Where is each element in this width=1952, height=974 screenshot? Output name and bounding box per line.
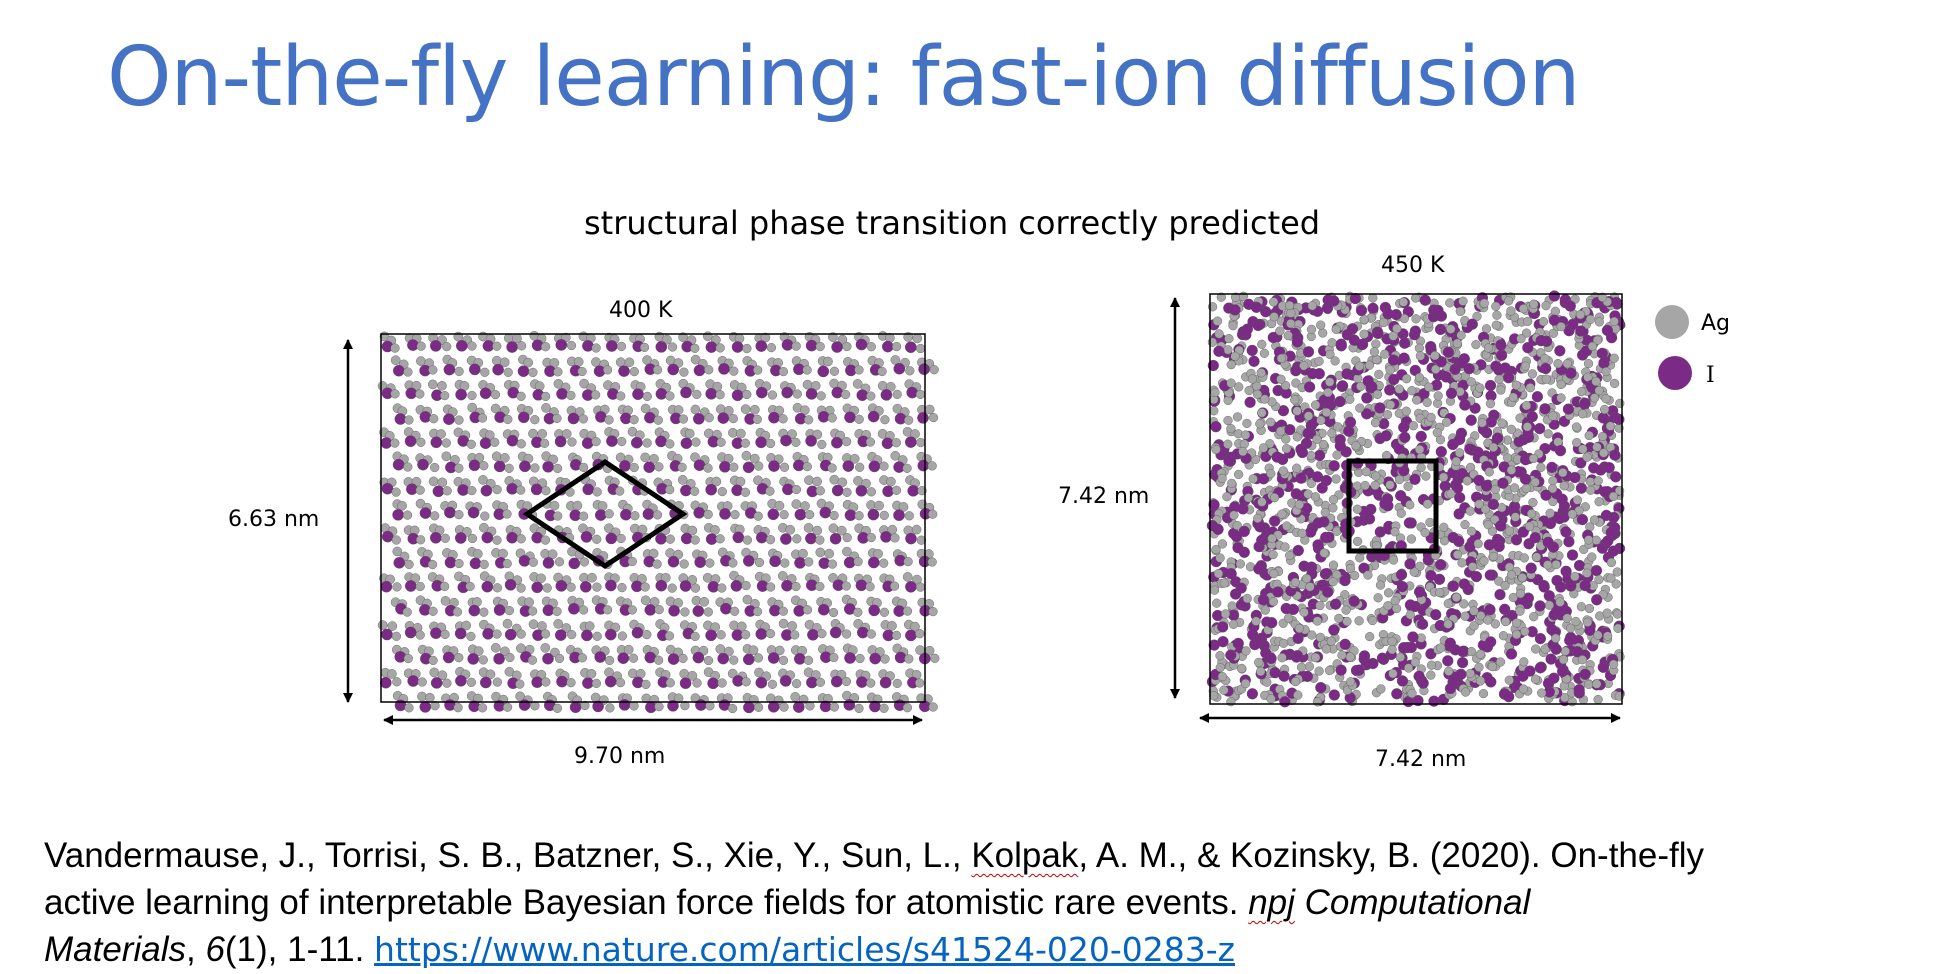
citation: Vandermause, J., Torrisi, S. B., Batzner… xyxy=(44,832,1924,973)
citation-issue-pages: (1), 1-11. xyxy=(224,930,375,969)
legend-label-i: I xyxy=(1706,363,1715,388)
citation-article-title: active learning of interpretable Bayesia… xyxy=(44,883,1249,922)
citation-line-2: active learning of interpretable Bayesia… xyxy=(44,879,1924,926)
citation-authors: Vandermause, J., Torrisi, S. B., Batzner… xyxy=(44,836,972,875)
citation-author-kolpak: Kolpak xyxy=(971,836,1079,875)
atom-cloud-450k xyxy=(1206,290,1626,708)
atom-cloud-400k xyxy=(377,330,940,714)
legend-label-ag: Ag xyxy=(1701,311,1731,336)
panel-400k xyxy=(343,330,940,725)
unit-cell-square xyxy=(1346,458,1439,554)
citation-journal-npj: npj xyxy=(1248,883,1295,922)
temperature-label-400k: 400 K xyxy=(609,298,673,323)
citation-authors-end: , A. M., & Kozinsky, B. (2020). On-the-f… xyxy=(1078,836,1705,875)
citation-line-3: Materials, 6(1), 1-11. https://www.natur… xyxy=(44,926,1924,973)
width-label-450k: 7.42 nm xyxy=(1375,747,1467,772)
citation-journal-end: Materials xyxy=(44,930,186,969)
height-label-450k: 7.42 nm xyxy=(1058,484,1150,509)
temperature-label-450k: 450 K xyxy=(1381,253,1445,278)
width-label-400k: 9.70 nm xyxy=(574,744,666,769)
simulation-box-400k xyxy=(380,333,926,703)
unit-cell-rhombus xyxy=(522,458,688,570)
height-label-400k: 6.63 nm xyxy=(228,507,320,532)
simulation-box-450k xyxy=(1209,293,1623,705)
legend-ag-dot xyxy=(1655,305,1689,339)
legend-i-dot xyxy=(1658,356,1692,390)
citation-comma: , xyxy=(185,930,206,969)
panel-450k xyxy=(1170,290,1626,723)
figure-subtitle: structural phase transition correctly pr… xyxy=(584,204,1321,242)
slide-title: On-the-fly learning: fast-ion diffusion xyxy=(107,30,1580,125)
citation-line-1: Vandermause, J., Torrisi, S. B., Batzner… xyxy=(44,832,1924,879)
citation-journal-part: Computational xyxy=(1294,883,1531,922)
citation-volume: 6 xyxy=(205,930,225,969)
citation-link[interactable]: https://www.nature.com/articles/s41524-0… xyxy=(374,930,1235,969)
